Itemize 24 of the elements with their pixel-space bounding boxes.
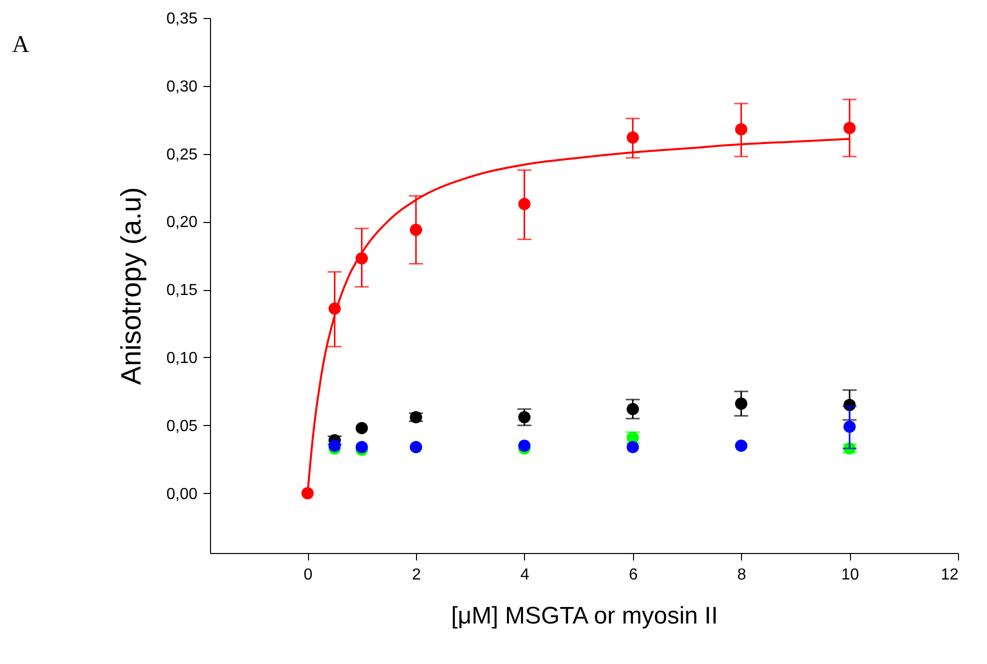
y-tick-label: 0,20 (166, 214, 198, 232)
y-tick-label: 0,35 (166, 10, 198, 28)
y-tick-label: 0,10 (166, 350, 198, 367)
point (356, 440, 368, 454)
x-tick-label: 2 (412, 566, 422, 584)
point (518, 440, 530, 452)
x-axis-title: [μM] MSGTA or myosin II (451, 602, 718, 630)
x-tick-label: 8 (737, 566, 746, 584)
y-tick-label: 0,25 (166, 146, 198, 164)
x-tick-label: 4 (520, 566, 530, 584)
x-tick-label: 0 (304, 566, 313, 584)
y-tick-label: 0,05 (166, 418, 198, 435)
x-tick-label: 6 (628, 566, 638, 584)
point (356, 422, 368, 434)
point (328, 440, 341, 452)
y-tick-label: 0,15 (166, 282, 198, 300)
y-tick-label: 0,00 (166, 486, 198, 503)
y-tick-label: 0,30 (166, 78, 198, 96)
point (626, 440, 639, 454)
text: A (12, 32, 30, 59)
x-tick-label: 12 (940, 566, 959, 584)
x-tick-label: 10 (841, 566, 860, 584)
point (301, 487, 314, 500)
y-axis-title: Anisotropy (a.u) (115, 187, 146, 385)
